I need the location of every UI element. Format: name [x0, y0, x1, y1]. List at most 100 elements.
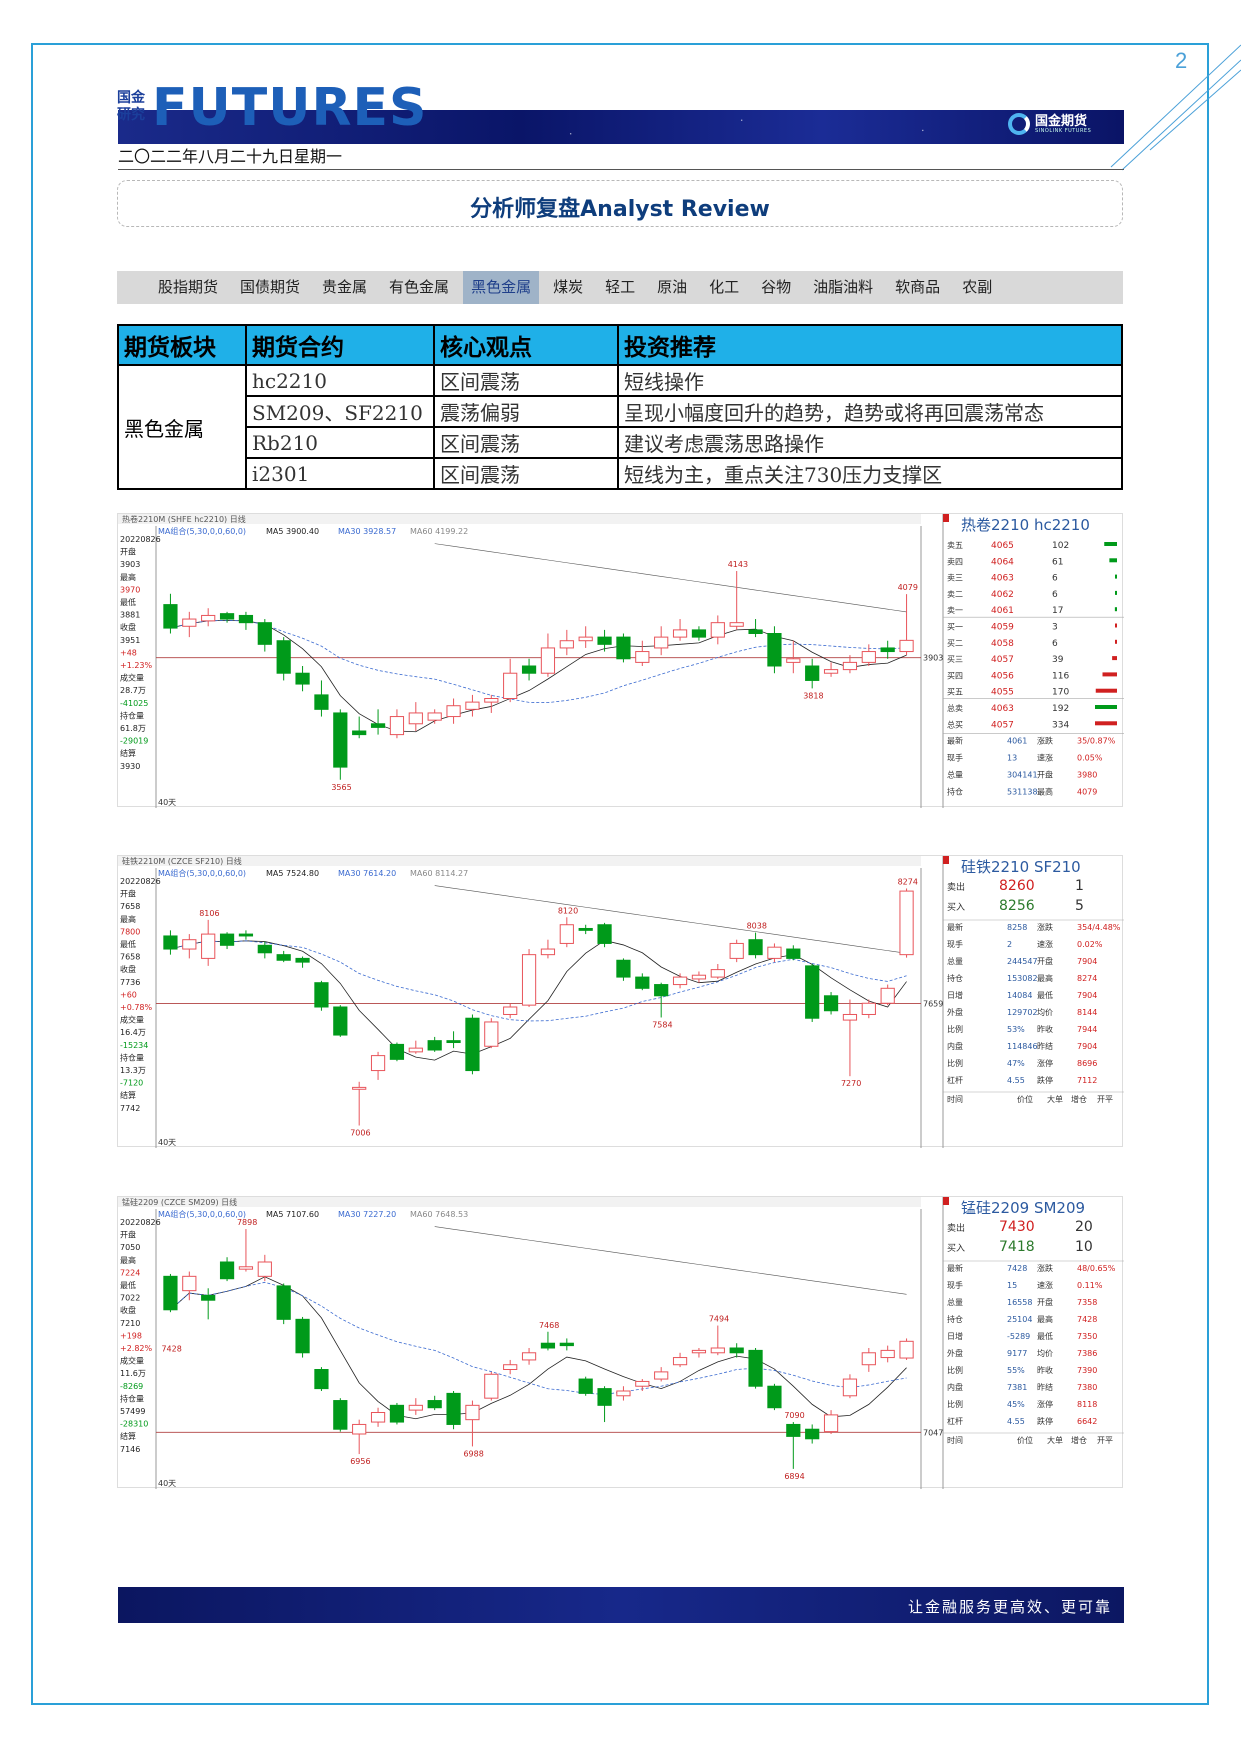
stat-value: 0.02% — [1077, 940, 1103, 949]
tab-11[interactable]: 软商品 — [895, 278, 941, 296]
candle — [880, 640, 895, 659]
candle — [503, 1003, 518, 1019]
tab-8[interactable]: 化工 — [709, 278, 740, 296]
candle — [823, 992, 839, 1015]
tab-5[interactable]: 煤炭 — [553, 278, 584, 296]
stat-label: 均价 — [1037, 1348, 1053, 1358]
stat-value: 4.55 — [1007, 1417, 1025, 1426]
candle — [182, 611, 197, 638]
tab-12[interactable]: 农副 — [962, 278, 993, 296]
advice-cell: 呈现小幅度回升的趋势，趋势或将再回震荡常态 — [617, 395, 1123, 428]
candle — [559, 629, 574, 656]
order-bar — [1115, 639, 1117, 644]
stat-value: 7904 — [1077, 1042, 1097, 1051]
ma30-line — [170, 1281, 907, 1395]
candle — [823, 1410, 839, 1434]
candle — [257, 1254, 272, 1282]
tab-1[interactable]: 国债期货 — [240, 278, 301, 296]
stat-label: 现手 — [947, 753, 963, 763]
left-panel-value: 最低 — [120, 939, 136, 949]
order-price: 4063 — [991, 574, 1014, 584]
candle — [691, 1348, 707, 1358]
stat-label: 开盘 — [1037, 956, 1053, 966]
tab-4[interactable]: 黑色金属 — [463, 271, 540, 304]
tab-9[interactable]: 谷物 — [761, 278, 792, 296]
ma5-line — [170, 1276, 907, 1420]
stat-label: 持仓 — [947, 787, 963, 797]
candle — [729, 1343, 744, 1358]
candle — [616, 1386, 631, 1401]
left-panel-value: -29019 — [120, 737, 148, 746]
candle — [616, 958, 631, 981]
stat-label: 持仓 — [947, 1314, 963, 1324]
left-panel-value: +1.23% — [120, 661, 153, 670]
left-panel-value: -28310 — [120, 1420, 148, 1429]
stat-label: 昨收 — [1037, 1024, 1053, 1034]
stat-label: 开盘 — [1037, 770, 1053, 780]
tab-7[interactable]: 原油 — [657, 278, 688, 296]
candle — [389, 1042, 405, 1062]
col-view: 核心观点 — [433, 324, 619, 366]
order-bar — [1109, 558, 1117, 563]
stat-value: 48/0.65% — [1077, 1264, 1116, 1273]
contract-cell: hc2210 — [245, 364, 435, 397]
ma5-label: MA5 7524.80 — [266, 869, 319, 878]
left-panel-value: 收盘 — [120, 1305, 136, 1315]
stat-value: 6642 — [1077, 1417, 1097, 1426]
candle — [163, 930, 178, 955]
stat-label: 均价 — [1037, 1007, 1053, 1017]
left-panel-value: 开盘 — [120, 1230, 136, 1240]
order-volume: 116 — [1052, 671, 1069, 681]
candle — [767, 943, 782, 963]
price-label: 7584 — [652, 1020, 672, 1029]
candle — [163, 593, 178, 634]
candle — [767, 626, 782, 674]
order-bar — [1114, 607, 1117, 612]
footer-col: 增仓 — [1071, 1094, 1087, 1104]
ma5-label: MA5 3900.40 — [266, 527, 319, 536]
stat-label: 速涨 — [1037, 753, 1053, 763]
tab-0[interactable]: 股指期货 — [158, 278, 219, 296]
table-row: i2301 区间震荡 短线为主，重点关注730压力支撑区 — [118, 457, 1123, 490]
stat-value: 3980 — [1077, 771, 1097, 780]
candle — [333, 1398, 348, 1432]
left-panel-value: -41025 — [120, 699, 148, 708]
candle — [352, 1081, 367, 1126]
candle — [710, 964, 725, 979]
candle — [521, 949, 537, 1007]
candle — [559, 917, 574, 948]
order-bar — [1095, 688, 1117, 693]
candle — [616, 633, 631, 663]
footer-col: 价位 — [1017, 1094, 1033, 1104]
candle — [276, 637, 291, 681]
stat-label: 昨结 — [1037, 1382, 1053, 1392]
decorative-lines — [1110, 44, 1241, 171]
tab-10[interactable]: 油脂油料 — [813, 278, 874, 296]
tab-6[interactable]: 轻工 — [605, 278, 636, 296]
tab-2[interactable]: 贵金属 — [322, 278, 368, 296]
candle — [823, 662, 839, 677]
candle — [427, 1395, 442, 1411]
candlestick-svg: 锰硅2209 (CZCE SM209) 日线 MA组合(5,30,0,0,60,0… — [118, 1197, 1124, 1489]
left-panel-value: 最低 — [120, 1280, 136, 1290]
stat-value: 7428 — [1077, 1315, 1097, 1324]
left-panel-value: 28.7万 — [120, 686, 146, 695]
left-panel-value: 开盘 — [120, 889, 136, 899]
col-contract: 期货合约 — [245, 324, 435, 366]
page-frame — [31, 43, 1209, 1705]
candle — [786, 1422, 801, 1469]
order-volume: 10 — [1075, 1239, 1093, 1255]
price-label: 4079 — [898, 583, 918, 592]
left-panel-value: 7742 — [120, 1104, 140, 1113]
price-label: 4143 — [728, 560, 748, 569]
footer-band: 让金融服务更高效、更可靠 — [118, 1587, 1124, 1623]
order-side: 卖出 — [947, 1222, 965, 1234]
order-side: 卖三 — [947, 574, 963, 583]
tab-3[interactable]: 有色金属 — [389, 278, 450, 296]
review-title-box: 分析师复盘Analyst Review — [117, 180, 1123, 227]
footer-col: 时间 — [947, 1435, 963, 1445]
candle — [201, 608, 216, 627]
stat-label: 杠杆 — [947, 1075, 963, 1085]
candle — [654, 982, 669, 1018]
stat-label: 涨跌 — [1037, 922, 1053, 932]
